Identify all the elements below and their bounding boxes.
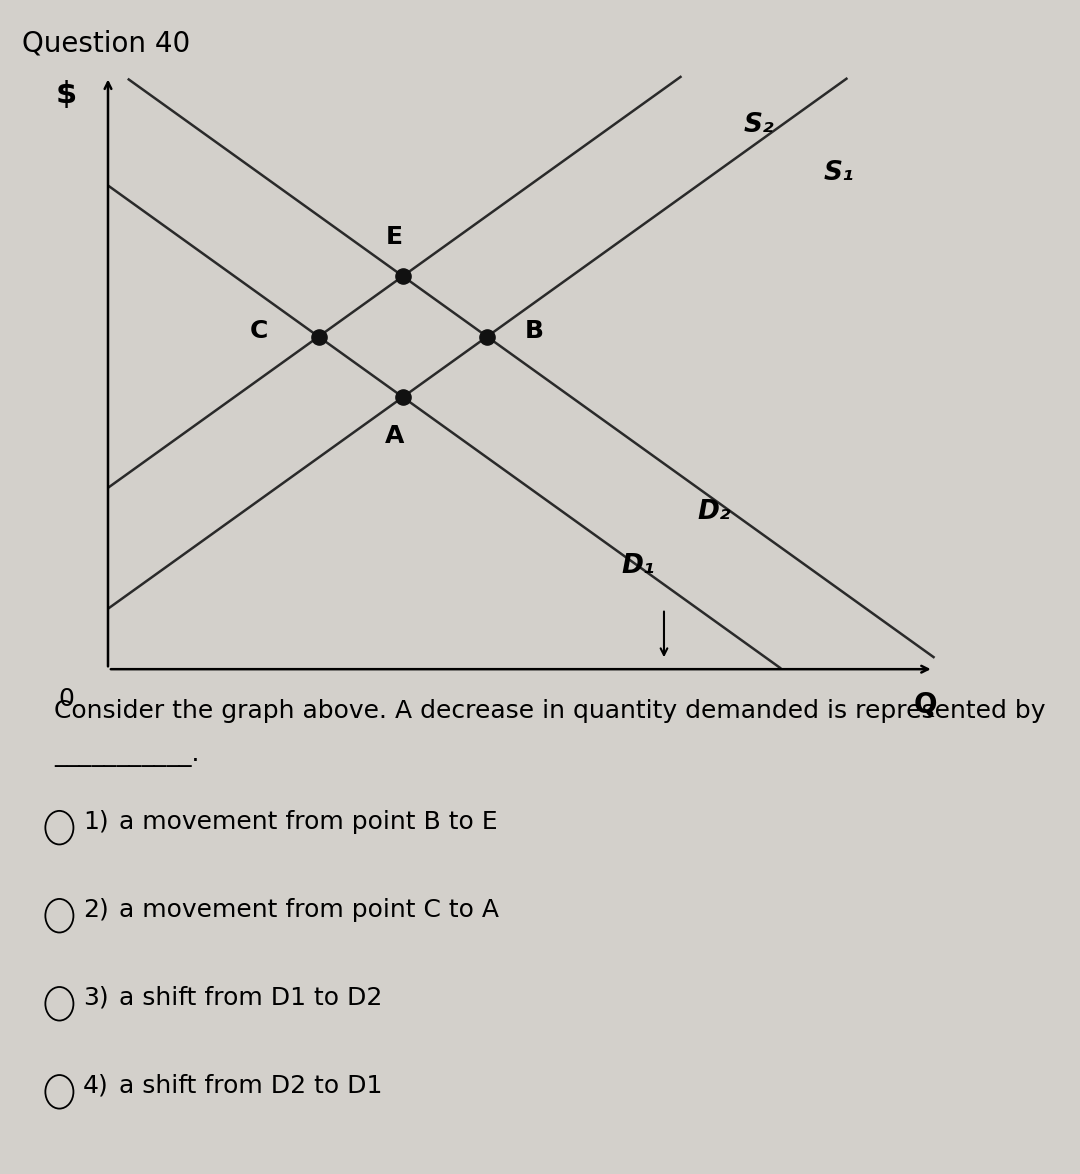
Text: 4): 4)	[83, 1074, 109, 1098]
Text: A: A	[384, 424, 404, 448]
Text: $: $	[55, 80, 77, 109]
Text: a movement from point B to E: a movement from point B to E	[119, 810, 498, 834]
Point	[394, 387, 411, 406]
Text: S₁: S₁	[824, 161, 854, 187]
Point	[394, 266, 411, 285]
Text: 0: 0	[58, 688, 73, 711]
Text: a movement from point C to A: a movement from point C to A	[119, 898, 499, 922]
Text: 3): 3)	[83, 986, 109, 1010]
Text: a shift from D1 to D2: a shift from D1 to D2	[119, 986, 382, 1010]
Text: 2): 2)	[83, 898, 109, 922]
Text: B: B	[525, 318, 544, 343]
Text: Q: Q	[914, 691, 936, 720]
Text: E: E	[386, 225, 403, 249]
Text: C: C	[249, 318, 268, 343]
Point	[310, 328, 327, 346]
Text: S₂: S₂	[744, 112, 774, 139]
Text: Question 40: Question 40	[22, 29, 190, 58]
Text: 1): 1)	[83, 810, 109, 834]
Text: D₁: D₁	[622, 553, 656, 580]
Point	[478, 328, 496, 346]
Text: D₂: D₂	[698, 499, 731, 525]
Text: ___________.: ___________.	[54, 743, 200, 767]
Text: a shift from D2 to D1: a shift from D2 to D1	[119, 1074, 382, 1098]
Text: Consider the graph above. A decrease in quantity demanded is represented by: Consider the graph above. A decrease in …	[54, 699, 1045, 722]
